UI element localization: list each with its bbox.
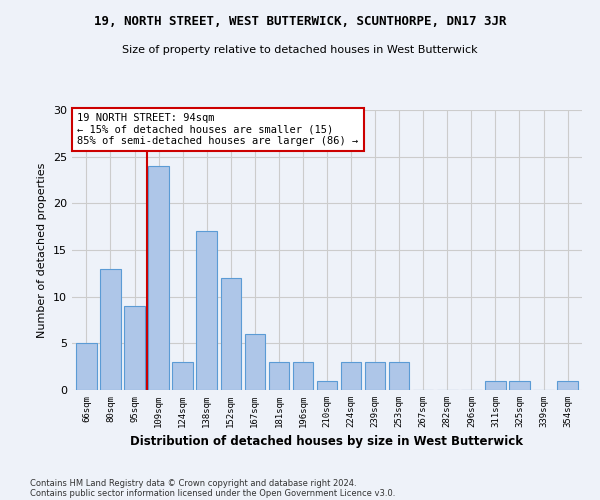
Y-axis label: Number of detached properties: Number of detached properties bbox=[37, 162, 47, 338]
Bar bbox=[245, 334, 265, 390]
Bar bbox=[196, 232, 217, 390]
Text: Size of property relative to detached houses in West Butterwick: Size of property relative to detached ho… bbox=[122, 45, 478, 55]
X-axis label: Distribution of detached houses by size in West Butterwick: Distribution of detached houses by size … bbox=[131, 436, 523, 448]
Bar bbox=[269, 362, 289, 390]
Text: Contains HM Land Registry data © Crown copyright and database right 2024.: Contains HM Land Registry data © Crown c… bbox=[30, 478, 356, 488]
Bar bbox=[100, 268, 121, 390]
Bar bbox=[485, 380, 506, 390]
Bar bbox=[293, 362, 313, 390]
Text: 19 NORTH STREET: 94sqm
← 15% of detached houses are smaller (15)
85% of semi-det: 19 NORTH STREET: 94sqm ← 15% of detached… bbox=[77, 113, 358, 146]
Bar bbox=[317, 380, 337, 390]
Text: 19, NORTH STREET, WEST BUTTERWICK, SCUNTHORPE, DN17 3JR: 19, NORTH STREET, WEST BUTTERWICK, SCUNT… bbox=[94, 15, 506, 28]
Bar bbox=[148, 166, 169, 390]
Bar bbox=[221, 278, 241, 390]
Bar bbox=[389, 362, 409, 390]
Bar bbox=[341, 362, 361, 390]
Bar bbox=[76, 344, 97, 390]
Bar bbox=[557, 380, 578, 390]
Bar bbox=[124, 306, 145, 390]
Bar bbox=[509, 380, 530, 390]
Bar bbox=[365, 362, 385, 390]
Text: Contains public sector information licensed under the Open Government Licence v3: Contains public sector information licen… bbox=[30, 488, 395, 498]
Bar bbox=[172, 362, 193, 390]
